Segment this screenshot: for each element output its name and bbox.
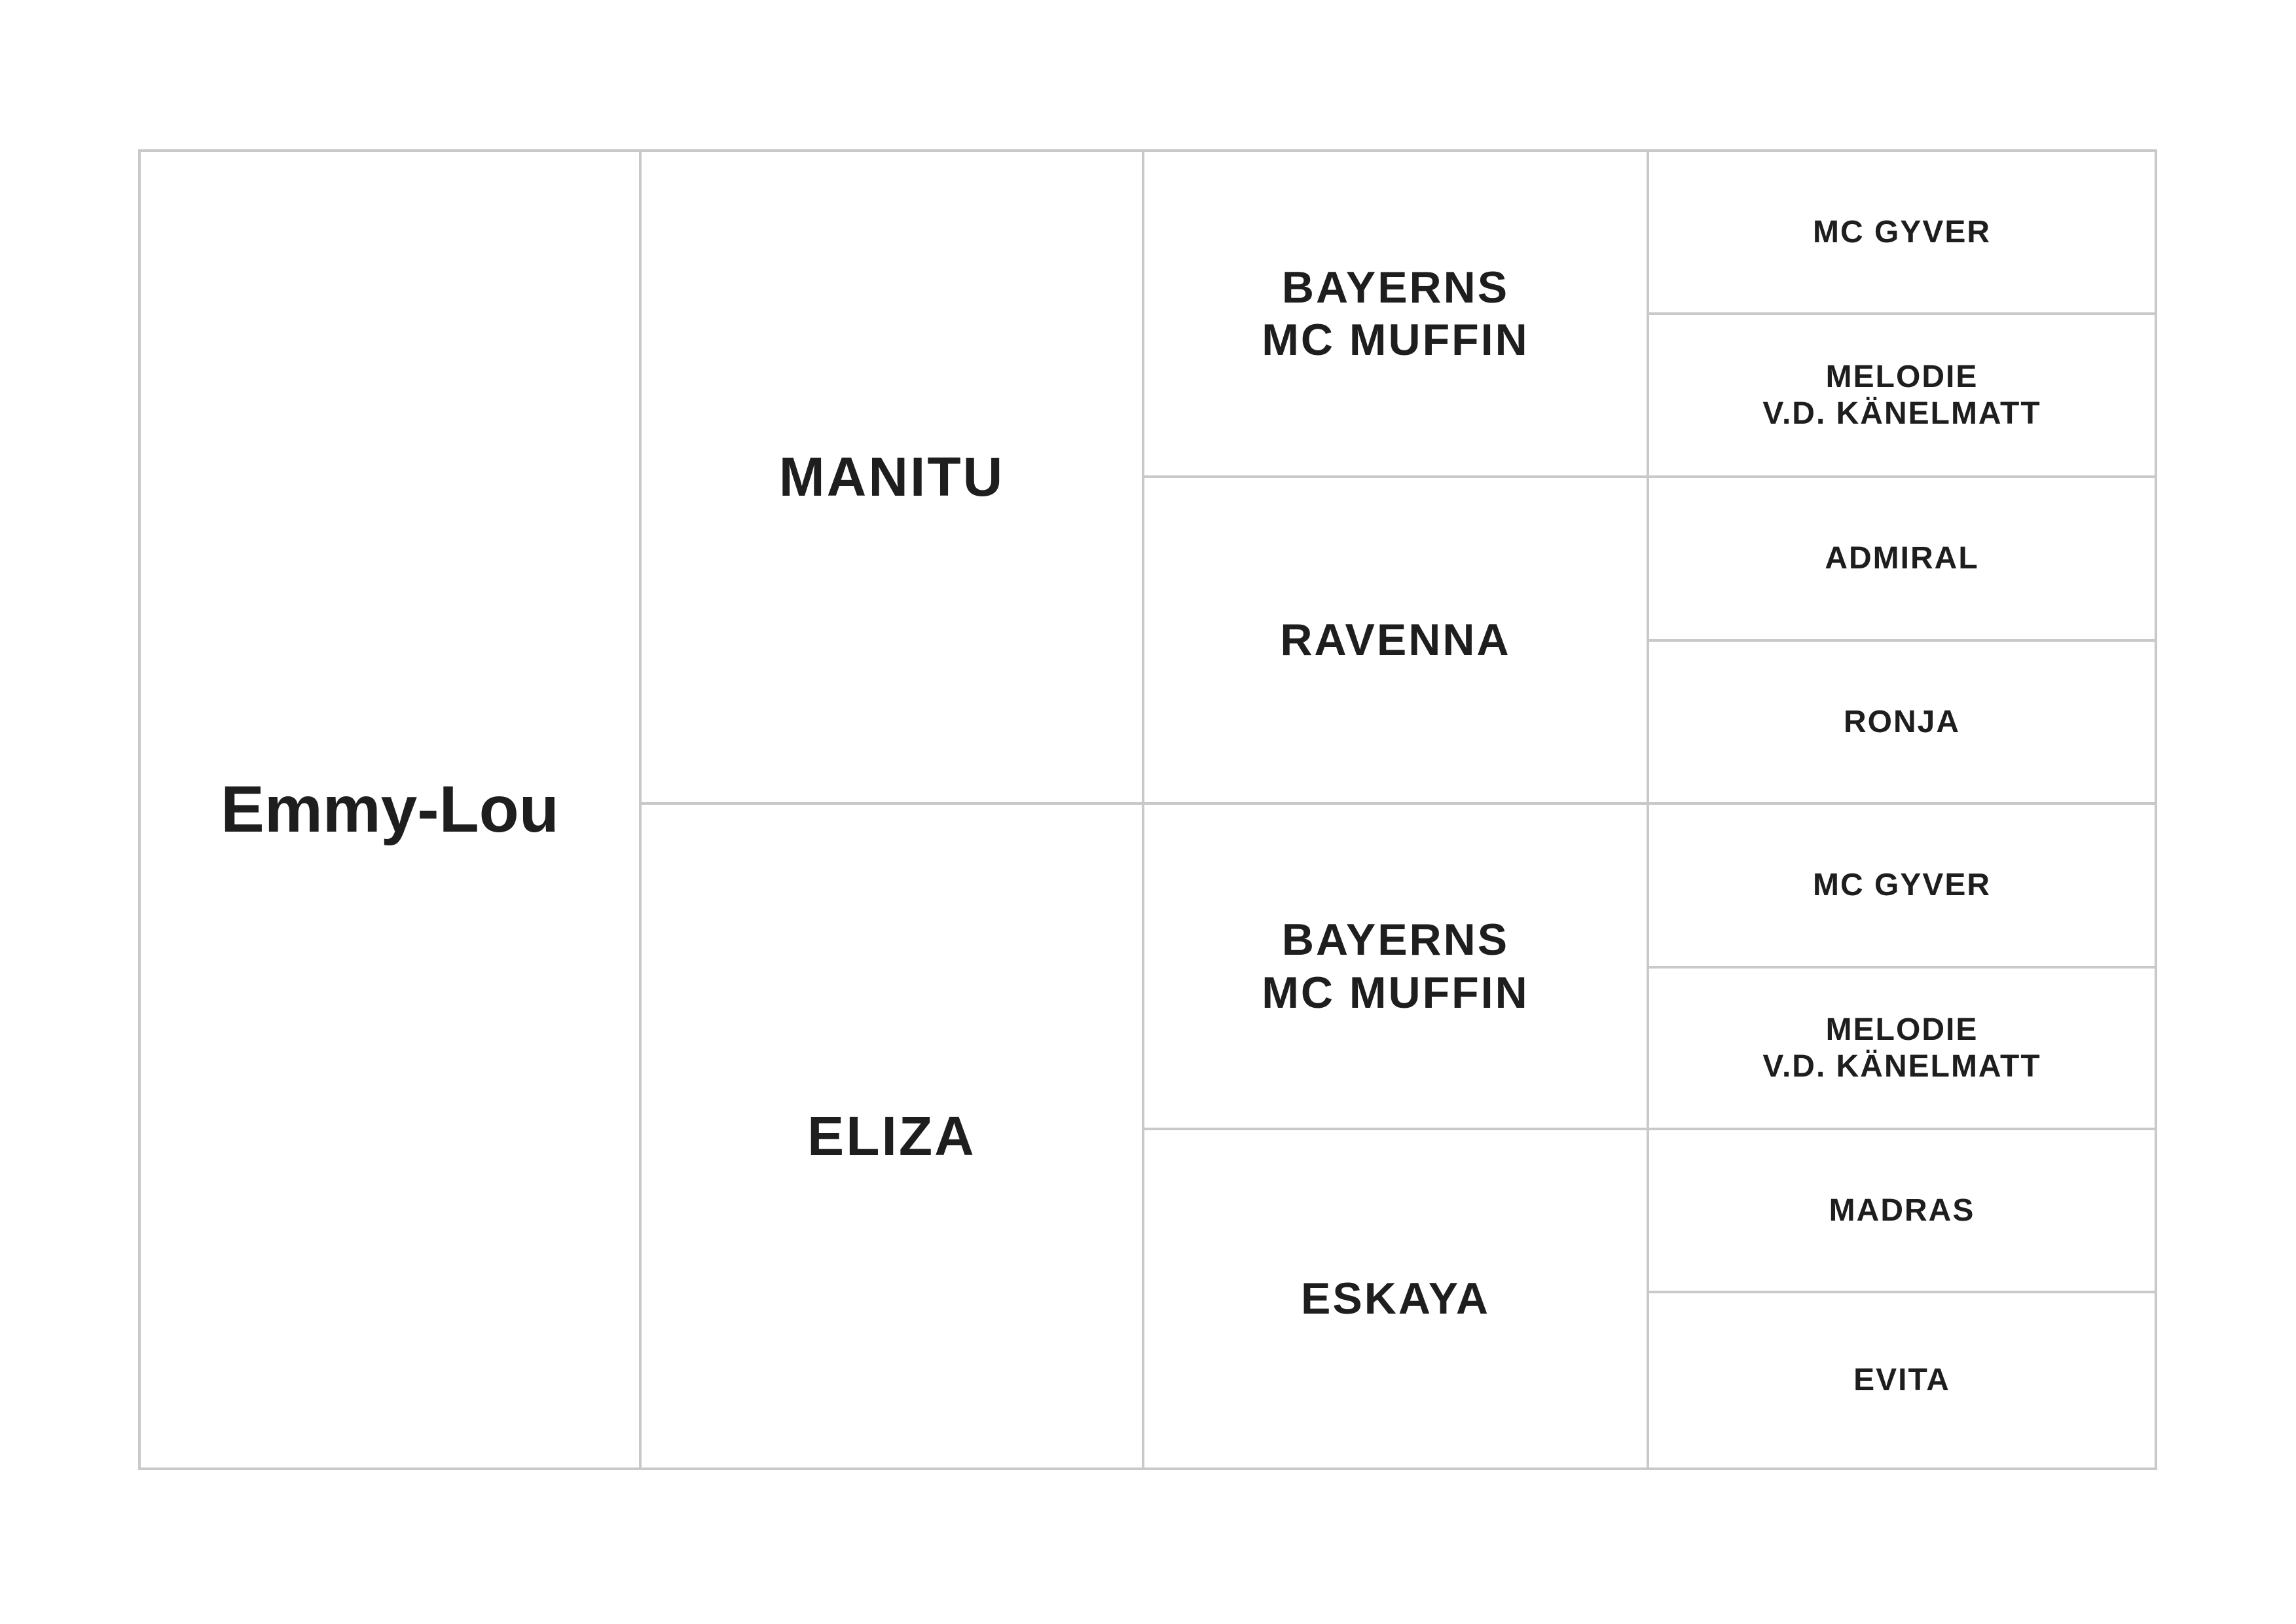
parent-name: MANITU: [778, 446, 1005, 507]
great-grandparent-cell: MELODIE V.D. KÄNELMATT: [1647, 312, 2157, 478]
great-grandparent-cell: RONJA: [1647, 639, 2157, 805]
grandparent-name: BAYERNS MC MUFFIN: [1262, 915, 1529, 1018]
parent-name: ELIZA: [807, 1105, 976, 1167]
great-grandparent-name: RONJA: [1843, 704, 1961, 739]
great-grandparent-name: MELODIE V.D. KÄNELMATT: [1762, 1012, 2041, 1084]
grandparent-cell: BAYERNS MC MUFFIN: [1142, 802, 1649, 1130]
great-grandparent-cell: MC GYVER: [1647, 802, 2157, 969]
grandparent-cell: BAYERNS MC MUFFIN: [1142, 149, 1649, 478]
parent-cell-dam: ELIZA: [639, 802, 1144, 1470]
great-grandparent-cell: MELODIE V.D. KÄNELMATT: [1647, 966, 2157, 1130]
great-grandparent-cell: MADRAS: [1647, 1128, 2157, 1293]
subject-cell: Emmy-Lou: [138, 149, 642, 1470]
great-grandparent-cell: ADMIRAL: [1647, 475, 2157, 642]
parent-cell-sire: MANITU: [639, 149, 1144, 805]
great-grandparent-name: MC GYVER: [1812, 868, 1992, 903]
grandparent-name: RAVENNA: [1280, 615, 1511, 665]
great-grandparent-cell: EVITA: [1647, 1291, 2157, 1470]
grandparent-cell: ESKAYA: [1142, 1128, 1649, 1470]
subject-name: Emmy-Lou: [221, 773, 559, 846]
great-grandparent-name: ADMIRAL: [1825, 541, 1979, 576]
great-grandparent-name: MELODIE V.D. KÄNELMATT: [1762, 360, 2041, 431]
grandparent-name: BAYERNS MC MUFFIN: [1262, 262, 1529, 365]
great-grandparent-name: EVITA: [1853, 1363, 1950, 1398]
grandparent-cell: RAVENNA: [1142, 475, 1649, 805]
great-grandparent-name: MADRAS: [1829, 1192, 1975, 1228]
great-grandparent-name: MC GYVER: [1812, 214, 1992, 249]
great-grandparent-cell: MC GYVER: [1647, 149, 2157, 315]
grandparent-name: ESKAYA: [1301, 1274, 1490, 1324]
